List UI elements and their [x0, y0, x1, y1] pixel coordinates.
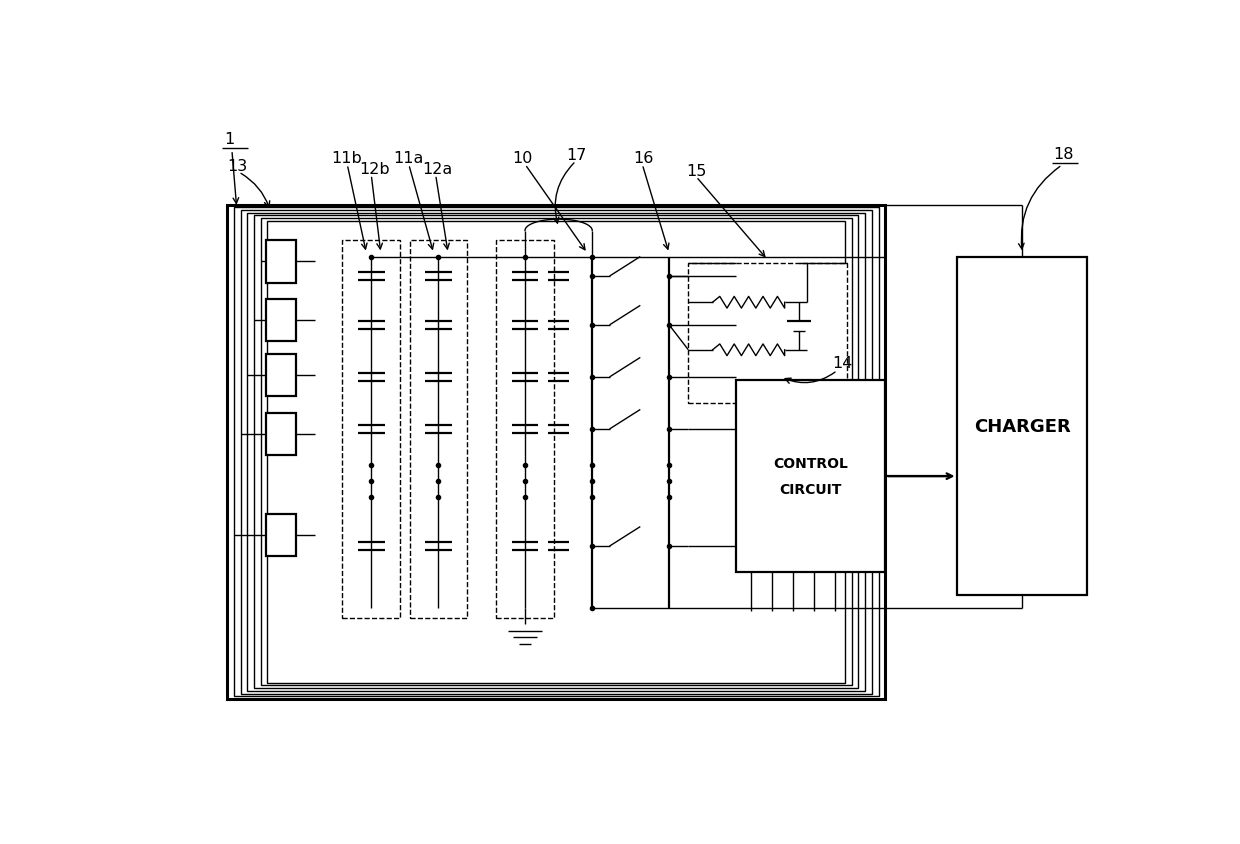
- Bar: [409, 241, 467, 618]
- Bar: [737, 381, 885, 572]
- Text: 18: 18: [1054, 147, 1074, 161]
- Bar: [688, 263, 847, 403]
- Bar: [254, 216, 858, 688]
- Bar: [265, 514, 296, 556]
- Text: 16: 16: [634, 151, 653, 166]
- Bar: [342, 241, 401, 618]
- Bar: [247, 214, 866, 691]
- Bar: [265, 414, 296, 456]
- Text: CHARGER: CHARGER: [973, 417, 1070, 436]
- Text: CONTROL: CONTROL: [774, 457, 848, 471]
- Bar: [265, 241, 296, 284]
- Text: 17: 17: [567, 148, 587, 163]
- Text: 15: 15: [687, 164, 707, 178]
- Text: 11a: 11a: [393, 151, 424, 166]
- Bar: [241, 211, 872, 694]
- Bar: [234, 208, 879, 696]
- Text: 12a: 12a: [422, 162, 453, 177]
- Bar: [957, 257, 1087, 595]
- Text: 13: 13: [227, 159, 247, 174]
- Text: 12b: 12b: [360, 162, 391, 177]
- Bar: [496, 241, 554, 618]
- Text: 11b: 11b: [331, 151, 362, 166]
- Bar: [260, 219, 852, 685]
- Text: 10: 10: [512, 151, 533, 166]
- Bar: [268, 222, 844, 683]
- Text: 1: 1: [224, 132, 234, 147]
- Bar: [265, 354, 296, 397]
- Text: 14: 14: [832, 355, 853, 371]
- Bar: [227, 205, 885, 699]
- Text: CIRCUIT: CIRCUIT: [780, 483, 842, 496]
- Bar: [265, 300, 296, 342]
